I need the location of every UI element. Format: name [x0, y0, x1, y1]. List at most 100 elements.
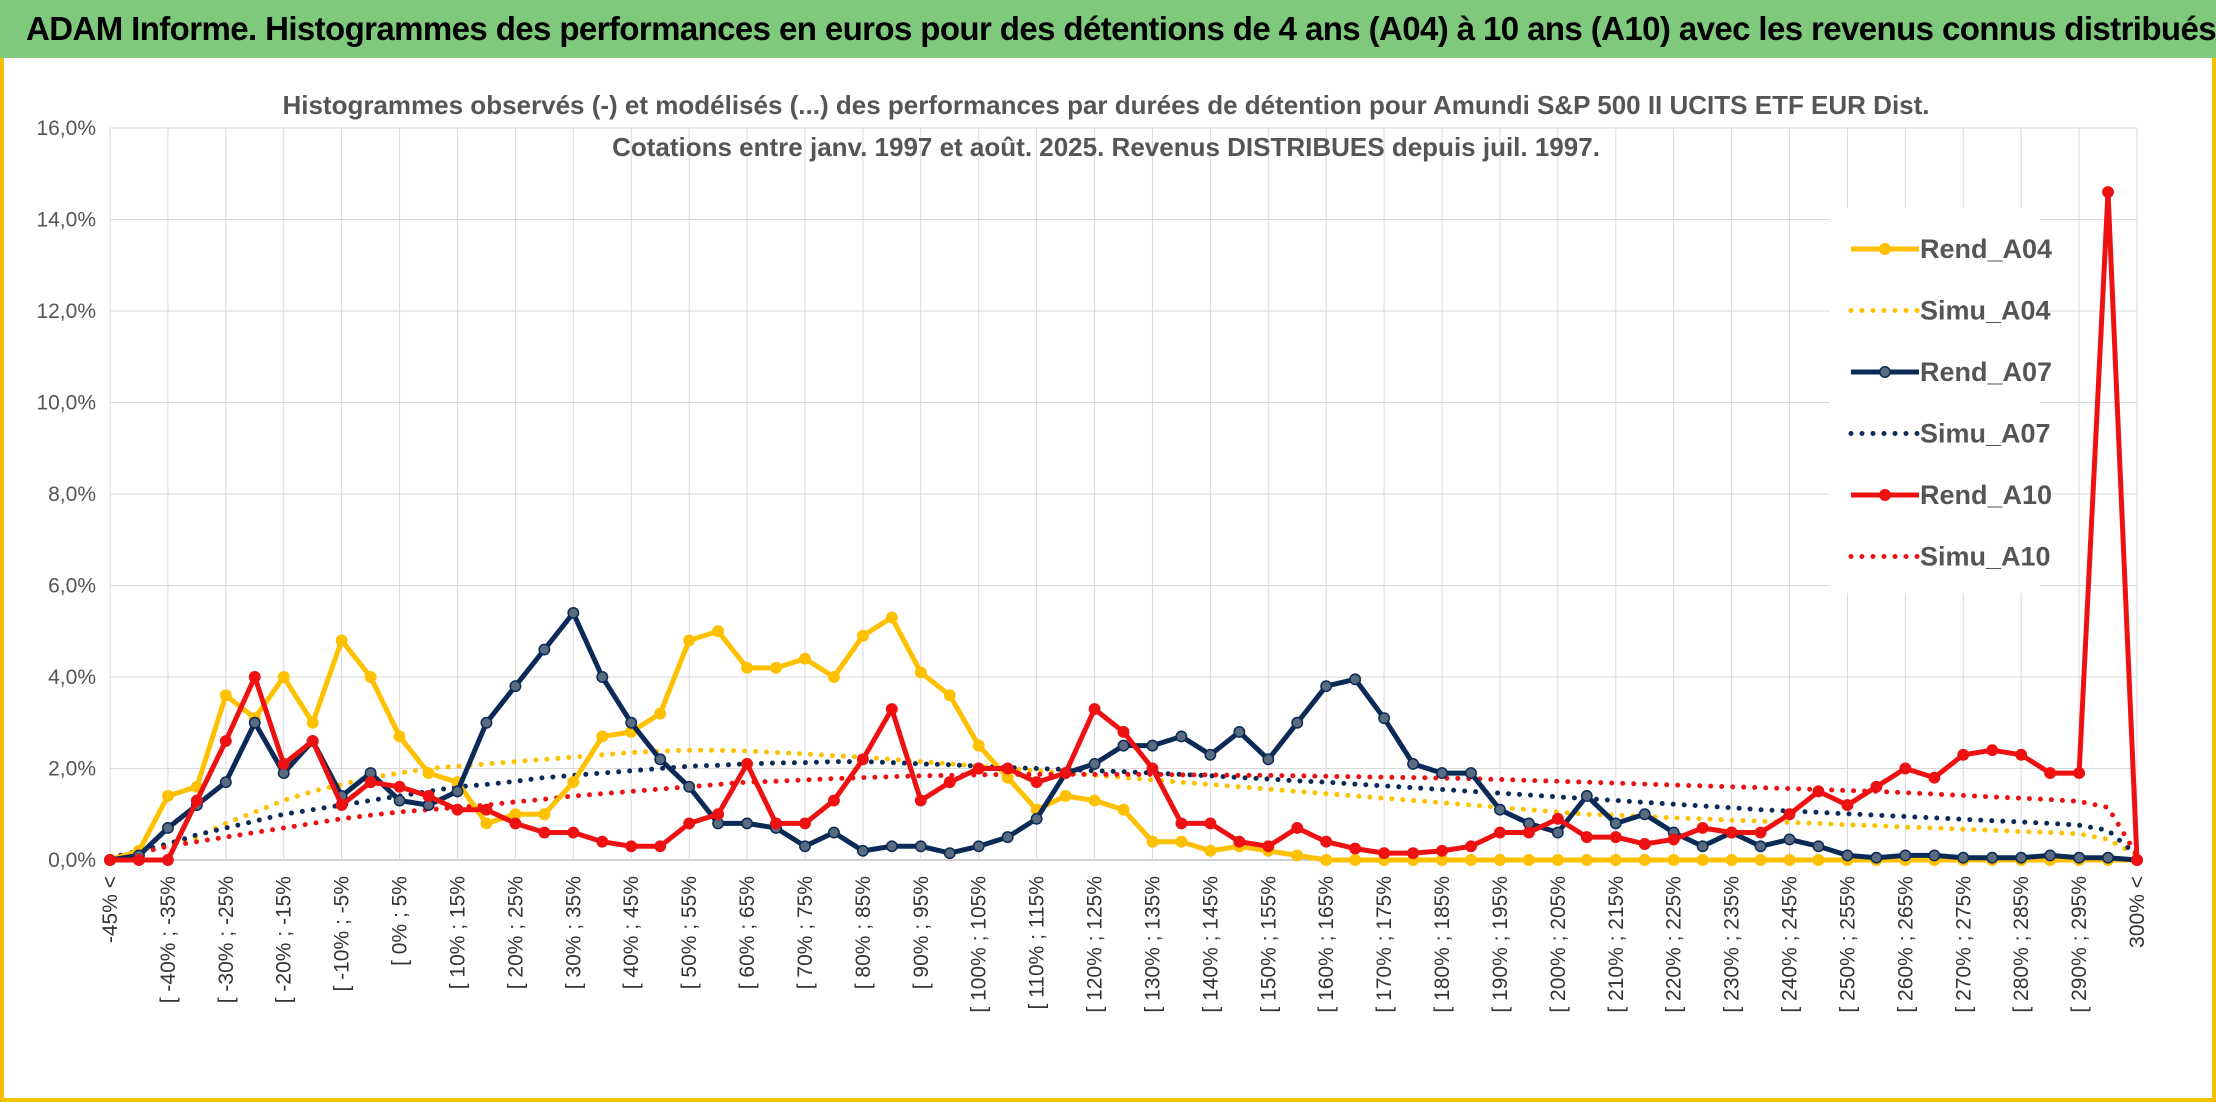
point-Rend_A10 [133, 854, 145, 866]
legend-box [1830, 208, 2040, 593]
point-Rend_A07 [1262, 753, 1275, 766]
point-Rend_A04 [596, 730, 609, 743]
point-Rend_A10 [277, 757, 290, 770]
point-Rend_A10 [1320, 835, 1333, 848]
point-Rend_A07 [1320, 680, 1333, 693]
point-Rend_A10 [1870, 780, 1883, 793]
point-Rend_A10 [538, 826, 551, 839]
point-Rend_A10 [1088, 703, 1101, 715]
y-axis: 0,0% 2,0% 4,0% 6,0% 8,0% 10,0% 12,0% 14,0% 16,0% [36, 117, 96, 872]
point-Rend_A10 [625, 840, 638, 853]
point-Rend_A07 [972, 840, 985, 853]
point-Rend_A10 [712, 808, 725, 821]
point-Rend_A07 [1291, 716, 1304, 729]
point-Rend_A07 [1146, 739, 1159, 752]
x-tick-label: [ 250% ; 255% [1836, 876, 1859, 1013]
point-Rend_A10 [1233, 835, 1246, 848]
banner: ADAM Informe. Histogrammes des performan… [0, 0, 2216, 58]
x-tick-label: [ -10% ; -5% [331, 876, 354, 992]
x-tick-label: [ 60% ; 65% [736, 876, 759, 989]
point-Rend_A10 [1291, 822, 1304, 834]
point-Rend_A04 [480, 817, 493, 830]
point-Rend_A07 [1870, 851, 1883, 864]
point-Rend_A04 [1175, 835, 1188, 848]
x-tick-label: [ 40% ; 45% [620, 876, 643, 989]
x-tick-label: [ 180% ; 185% [1431, 876, 1454, 1013]
point-Rend_A07 [596, 671, 609, 683]
point-Rend_A07 [1812, 840, 1825, 853]
x-tick-label: [ -30% ; -25% [215, 876, 238, 1003]
x-tick-label: [ 130% ; 135% [1141, 876, 1164, 1013]
series-layer [104, 186, 2143, 866]
point-Rend_A07 [1986, 851, 1999, 864]
point-Rend_A10 [2015, 748, 2028, 761]
point-Rend_A10 [1493, 826, 1506, 839]
point-Rend_A10 [1349, 842, 1362, 855]
chart-subtitle: Cotations entre janv. 1997 et août. 2025… [612, 132, 1600, 162]
point-Rend_A10 [1059, 767, 1072, 780]
point-Rend_A04 [161, 790, 174, 802]
point-Rend_A10 [1175, 817, 1188, 830]
chart: 0,0% 2,0% 4,0% 6,0% 8,0% 10,0% 12,0% 14,0% 16,0%… [36, 90, 2149, 1013]
point-Rend_A07 [248, 716, 261, 729]
point-Rend_A10 [1609, 831, 1622, 844]
point-Rend_A04 [219, 689, 232, 702]
x-tick-label: [ 10% ; 15% [446, 876, 469, 989]
y-tick-label: 12,0% [36, 300, 96, 323]
x-tick-label: -45% < [99, 876, 122, 943]
y-tick-label: 2,0% [48, 758, 96, 781]
point-Rend_A07 [1030, 812, 1043, 825]
point-Rend_A07 [1088, 757, 1101, 770]
point-Rend_A10 [1204, 817, 1217, 830]
point-Rend_A04 [712, 625, 725, 638]
point-Rend_A07 [1957, 851, 1970, 864]
point-Rend_A10 [654, 840, 667, 853]
x-tick-label: [ 190% ; 195% [1489, 876, 1512, 1013]
point-Rend_A04 [1667, 854, 1680, 866]
point-Rend_A10 [856, 753, 869, 766]
x-tick-label: [ 70% ; 75% [794, 876, 817, 989]
y-tick-label: 4,0% [48, 666, 96, 689]
point-Rend_A07 [2015, 851, 2028, 864]
x-tick-label: [ 0% ; 5% [389, 876, 412, 966]
point-Rend_A04 [393, 730, 406, 743]
point-Rend_A04 [306, 716, 319, 729]
series-Simu_A10 [107, 771, 2140, 861]
point-Rend_A04 [1088, 794, 1101, 807]
point-Rend_A10 [1783, 808, 1796, 821]
point-Rend_A04 [1291, 849, 1304, 862]
point-Rend_A10 [1841, 799, 1854, 812]
point-Rend_A07 [799, 840, 811, 853]
point-Rend_A07 [1001, 831, 1014, 844]
legend-label-Rend_A10: Rend_A10 [1920, 480, 2052, 510]
point-Rend_A07 [567, 607, 580, 619]
point-Rend_A04 [277, 671, 290, 683]
point-Rend_A07 [480, 716, 493, 729]
x-tick-label: [ 140% ; 145% [1199, 876, 1222, 1013]
point-Rend_A04 [1522, 854, 1535, 866]
point-Rend_A10 [1522, 826, 1535, 839]
x-tick-label: [ 120% ; 125% [1084, 876, 1107, 1013]
point-Rend_A10 [1436, 844, 1448, 857]
x-tick-label: [ 100% ; 105% [968, 876, 991, 1013]
point-Rend_A04 [1465, 854, 1477, 866]
chart-title: Histogrammes observés (-) et modélisés (… [282, 90, 1929, 120]
point-Rend_A07 [1551, 826, 1564, 839]
point-Rend_A07 [1754, 840, 1767, 853]
point-Rend_A04 [1204, 844, 1217, 857]
point-Rend_A10 [799, 817, 811, 830]
point-Rend_A10 [161, 854, 174, 866]
point-Rend_A10 [2131, 854, 2143, 866]
point-Rend_A07 [2073, 851, 2086, 864]
point-Rend_A04 [741, 661, 754, 674]
point-Rend_A10 [364, 776, 377, 789]
point-Rend_A04 [827, 671, 840, 683]
point-Rend_A10 [1638, 838, 1651, 850]
point-Rend_A10 [1001, 762, 1014, 775]
x-tick-label: [ 160% ; 165% [1315, 876, 1338, 1013]
point-Rend_A10 [2102, 186, 2114, 199]
legend-marker-Rend_A04 [1879, 243, 1891, 255]
point-Rend_A07 [654, 753, 667, 766]
point-Rend_A10 [683, 817, 696, 830]
point-Rend_A07 [1204, 748, 1217, 761]
